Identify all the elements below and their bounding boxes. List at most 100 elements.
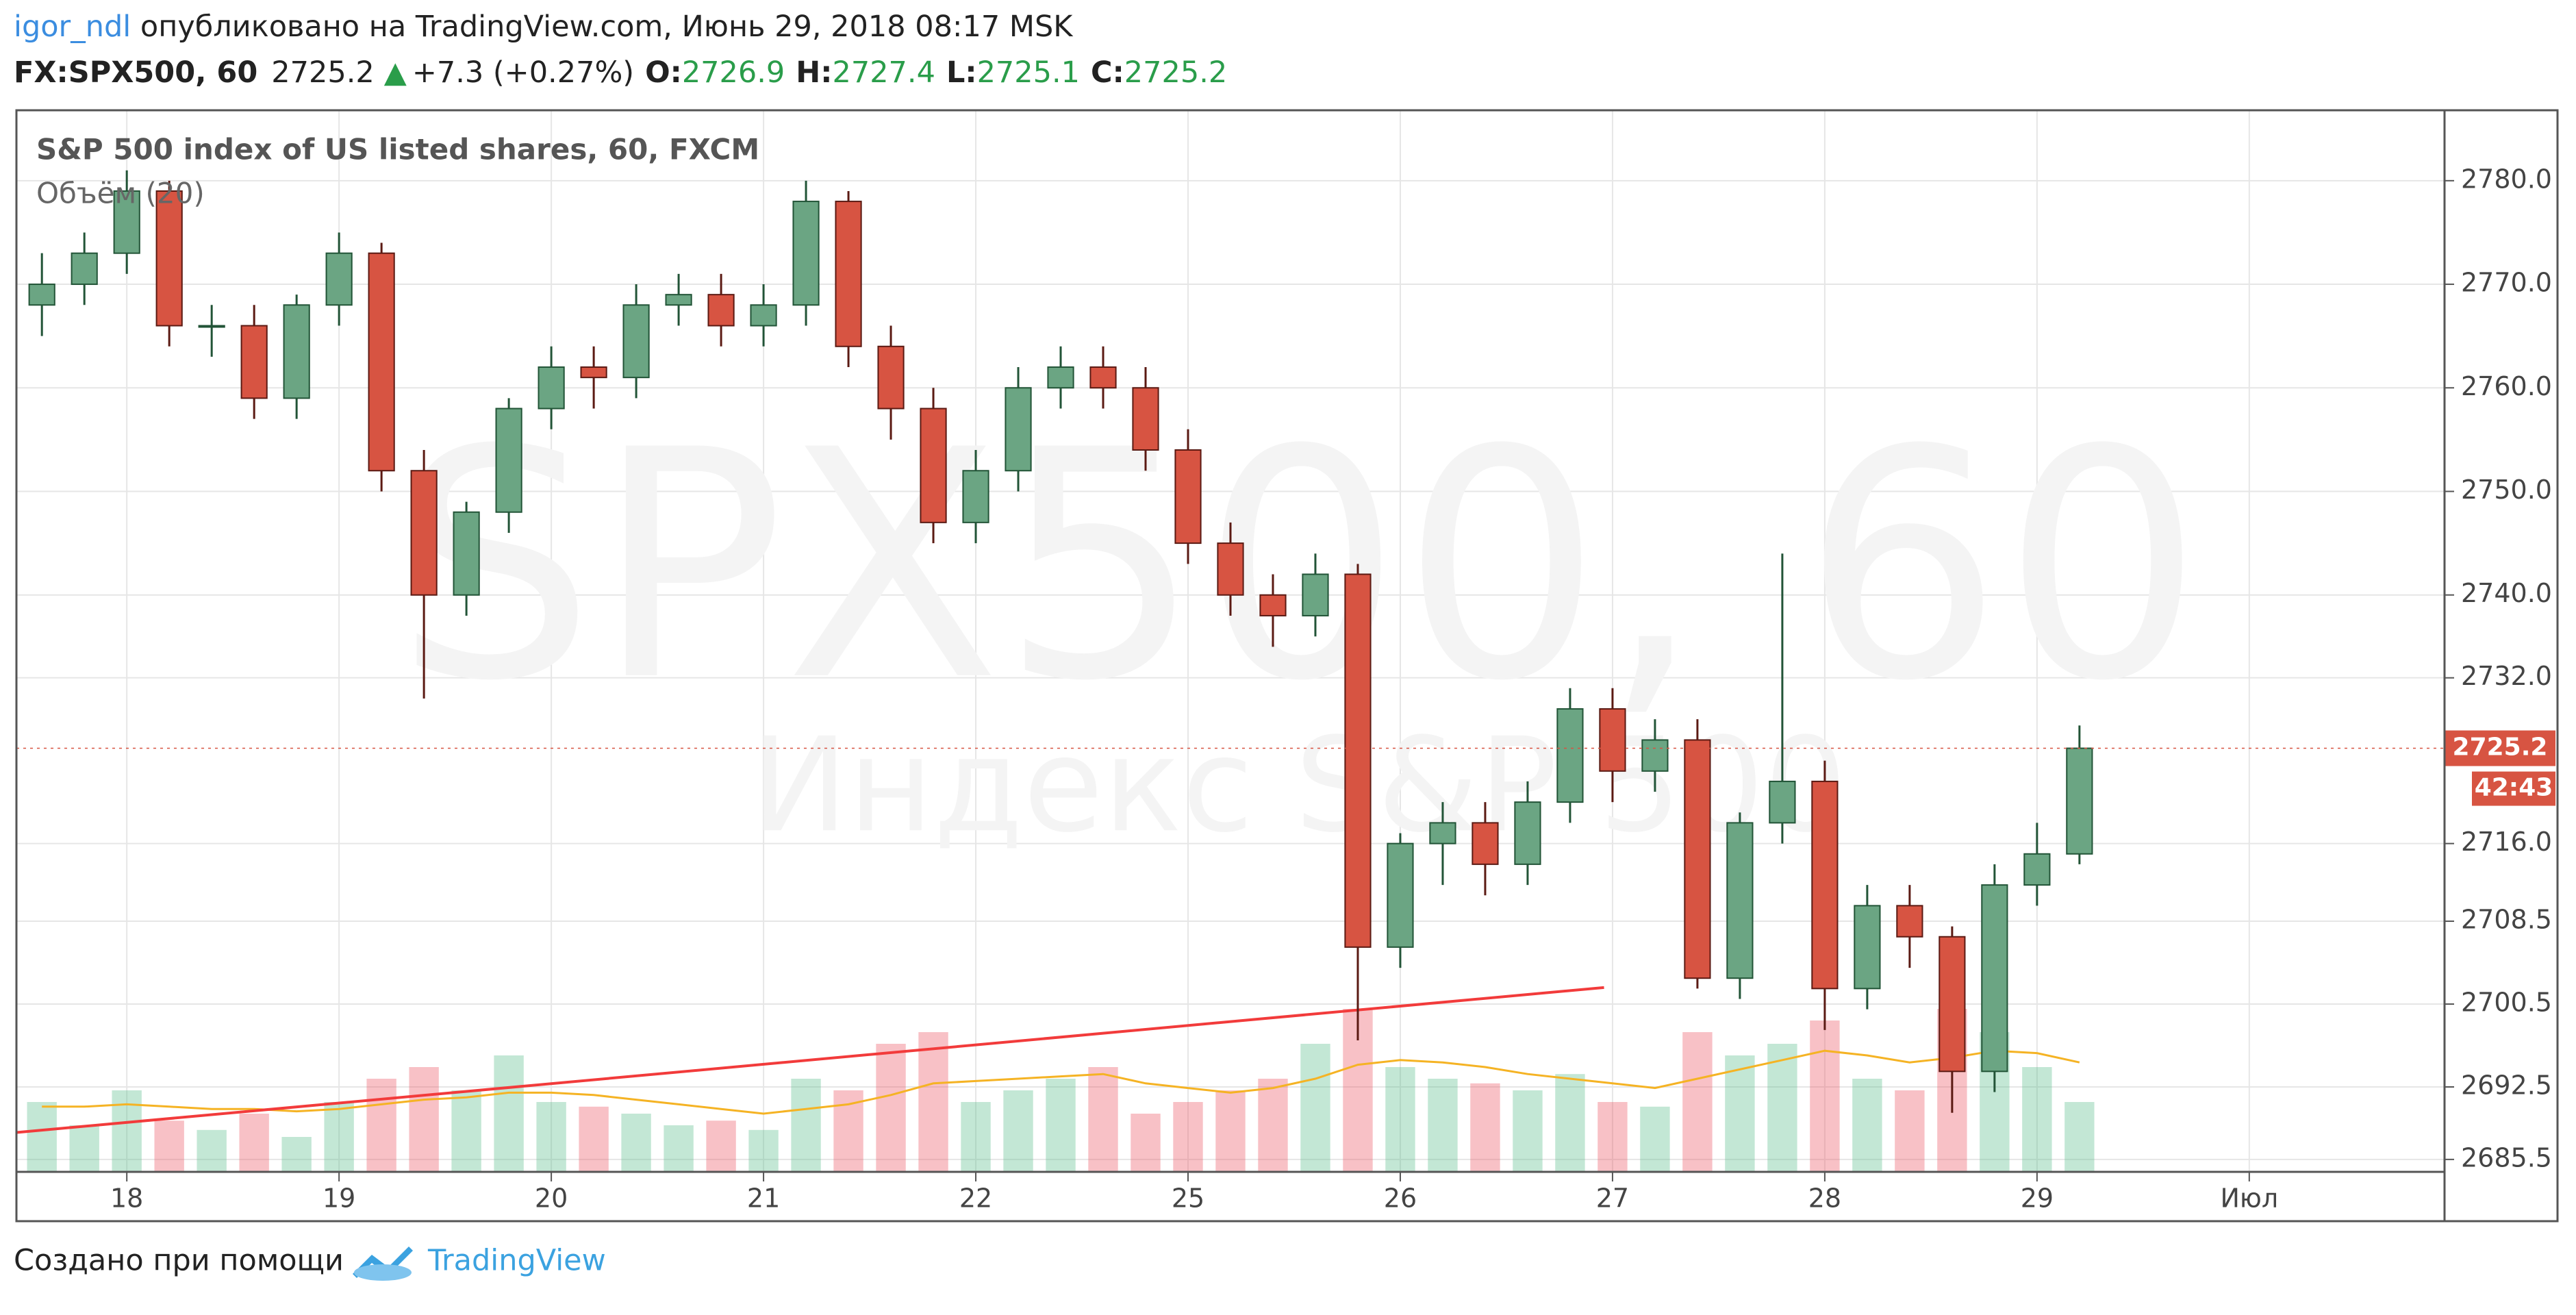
volume-bar <box>536 1102 566 1172</box>
candle-body <box>1344 573 1372 948</box>
y-tick-label: 2770.0 <box>2461 268 2552 298</box>
change: +7.3 (+0.27%) <box>412 55 634 90</box>
volume-bar <box>1810 1020 1840 1172</box>
volume-bar <box>1131 1114 1161 1172</box>
candle-body <box>240 325 268 399</box>
candle-body <box>2066 747 2093 855</box>
quote-line: FX:SPX500, 60 2725.2 ▲ +7.3 (+0.27%) O:2726.… <box>14 55 1227 90</box>
open: 2726.9 <box>682 55 785 90</box>
volume-bar <box>1513 1090 1543 1172</box>
candle-body <box>1981 884 2008 1073</box>
volume-bar <box>197 1129 227 1172</box>
candle-body <box>113 190 140 254</box>
volume-ma <box>42 1049 2080 1115</box>
candle-body <box>1726 822 1754 979</box>
footer-created: Создано при помощи <box>14 1244 344 1278</box>
candle-body <box>368 252 395 472</box>
countdown: 42:43 <box>2475 774 2553 802</box>
candle-body <box>71 252 98 286</box>
volume-bar <box>494 1055 524 1172</box>
volume-bar <box>1046 1079 1076 1172</box>
volume-bar <box>1003 1090 1033 1172</box>
chart-frame <box>15 109 2559 1223</box>
candle-body <box>580 366 607 379</box>
high: 2727.4 <box>832 55 935 90</box>
high-label: H: <box>796 55 832 90</box>
volume-bar <box>1555 1074 1585 1172</box>
x-tick-label: 28 <box>1808 1184 1841 1214</box>
volume-bar <box>281 1137 312 1172</box>
candle-body <box>453 511 480 596</box>
volume-bar <box>1725 1055 1755 1172</box>
candle-body <box>1896 905 1923 938</box>
candle-body <box>155 190 183 327</box>
last-price-label: 2725.2 <box>2453 734 2548 762</box>
candle-body <box>962 470 989 523</box>
x-tick-label: 26 <box>1384 1184 1417 1214</box>
candle-body <box>1387 842 1414 948</box>
candle-body <box>1132 387 1159 451</box>
candle-body <box>920 408 947 523</box>
x-tick-label: Июл <box>2220 1184 2278 1214</box>
candle-body <box>1429 822 1456 844</box>
open-label: O: <box>645 55 682 90</box>
volume-bar <box>1428 1079 1458 1172</box>
volume-bar <box>239 1114 269 1172</box>
candle-body <box>1089 366 1117 389</box>
close: 2725.2 <box>1124 55 1227 90</box>
volume-bar <box>876 1044 906 1172</box>
x-tick-label: 27 <box>1596 1184 1629 1214</box>
volume-bar <box>1598 1102 1628 1172</box>
y-tick-label: 2750.0 <box>2461 475 2552 505</box>
volume-bar <box>324 1102 354 1172</box>
x-tick-label: 19 <box>323 1184 355 1214</box>
close-label: C: <box>1091 55 1124 90</box>
volume-bar <box>1088 1067 1118 1172</box>
candle-body <box>835 201 862 347</box>
y-tick-label: 2692.5 <box>2461 1070 2552 1101</box>
candle-body <box>283 304 310 399</box>
published: опубликовано на TradingView.com, Июнь 29… <box>131 10 1074 44</box>
y-tick-label: 2716.0 <box>2461 827 2552 857</box>
y-tick-label: 2700.5 <box>2461 988 2552 1018</box>
candle-body <box>1174 449 1202 544</box>
x-tick-label: 22 <box>959 1184 992 1214</box>
volume-bar <box>1767 1044 1797 1172</box>
author[interactable]: igor_ndl <box>14 10 131 44</box>
volume-bar <box>664 1125 694 1172</box>
volume-bar <box>621 1114 651 1172</box>
last-price-box <box>2445 730 2555 766</box>
candle-body <box>1047 366 1074 389</box>
y-tick-label: 2760.0 <box>2461 371 2552 401</box>
watermark-subtitle: Индекс S&P 500 <box>751 710 1847 861</box>
y-tick-label: 2780.0 <box>2461 164 2552 194</box>
volume-bar <box>706 1120 736 1172</box>
volume-bar <box>1852 1079 1882 1172</box>
volume-bar <box>1470 1083 1500 1172</box>
volume-bar <box>748 1129 779 1172</box>
up-arrow: ▲ <box>384 55 407 90</box>
volume-bar <box>69 1125 99 1172</box>
y-tick-label: 2685.5 <box>2461 1142 2552 1173</box>
x-tick-label: 29 <box>2021 1184 2054 1214</box>
candle-body <box>410 470 438 596</box>
last: 2725.2 <box>271 55 374 90</box>
footer-brand[interactable]: TradingView <box>427 1244 606 1278</box>
tradingview-logo[interactable] <box>353 1247 413 1281</box>
trend-line <box>16 986 1604 1134</box>
candle-body <box>1811 780 1839 990</box>
candle-body <box>1005 387 1032 472</box>
symbol: FX:SPX500, 60 <box>14 55 257 90</box>
volume-bar <box>154 1120 184 1172</box>
candle-body <box>792 201 820 306</box>
candle-body <box>1599 708 1626 772</box>
candle-body <box>1939 936 1966 1073</box>
legend-title: S&P 500 index of US listed shares, 60, F… <box>36 133 759 166</box>
y-tick-label: 2732.0 <box>2461 661 2552 691</box>
volume-bar <box>961 1102 991 1172</box>
volume-bar <box>112 1090 142 1172</box>
volume-bar <box>1682 1032 1713 1172</box>
x-tick-label: 18 <box>110 1184 143 1214</box>
